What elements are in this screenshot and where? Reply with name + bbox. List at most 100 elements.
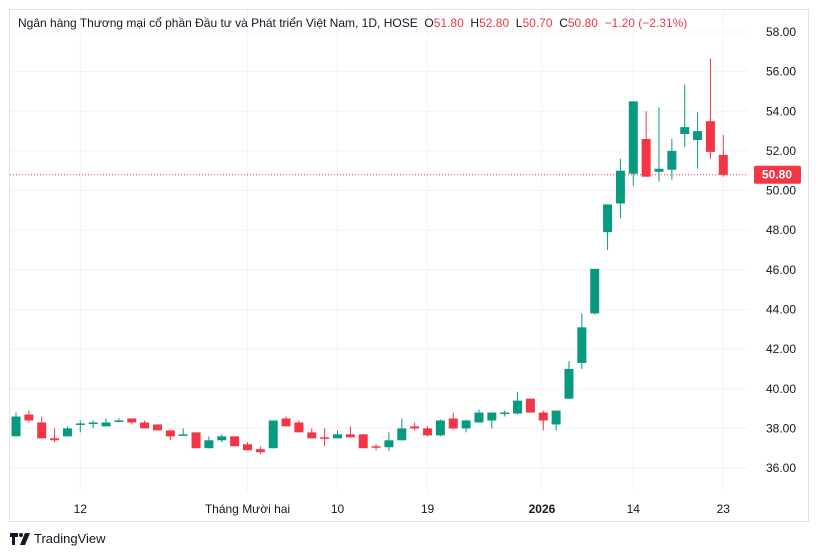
candle-body: [397, 428, 407, 441]
last-price-badge: [754, 165, 801, 184]
candle-up: [333, 430, 342, 439]
candle-down: [538, 410, 548, 431]
candle-down: [423, 426, 433, 437]
candle-body: [577, 327, 587, 363]
time-axis: 12 Tháng Mười hai 10 19 2026 14 23: [74, 502, 731, 516]
price-tick-label: 58.00: [766, 25, 796, 39]
candle-down: [242, 442, 252, 451]
candle-up: [461, 419, 471, 433]
close-label: C: [559, 16, 568, 30]
time-tick-label: Tháng Mười hai: [205, 502, 290, 516]
candle-body: [680, 127, 690, 135]
candle-body: [654, 168, 664, 172]
candle-body: [88, 422, 98, 424]
candle-body: [628, 101, 638, 174]
candle-down: [37, 416, 47, 439]
chart-frame[interactable]: 36.00 38.00 40.00 42.00 44.00 46.00 48.00 50.00…: [9, 9, 809, 522]
candle-up: [667, 139, 677, 180]
candle-body: [564, 368, 574, 399]
candle-up: [88, 420, 98, 429]
candle-body: [423, 428, 433, 436]
candle-body: [590, 268, 600, 314]
candle-body: [371, 446, 381, 448]
candle-down: [345, 426, 355, 438]
candle-up: [615, 158, 625, 219]
candle-body: [474, 412, 484, 423]
grid: [10, 10, 748, 491]
candle-body: [525, 398, 535, 413]
time-tick-label: 2026: [529, 502, 556, 516]
candle-up: [75, 420, 85, 433]
candle-up: [397, 418, 407, 441]
candle-up: [551, 410, 561, 431]
candle-body: [140, 422, 150, 429]
candle-body: [11, 416, 21, 437]
candle-up: [680, 84, 690, 147]
symbol-title: Ngân hàng Thương mại cổ phần Đầu tư và P…: [18, 16, 418, 30]
candle-up: [513, 391, 523, 415]
candle-up: [628, 101, 638, 186]
candle-down: [230, 436, 240, 447]
tradingview-logo[interactable]: TradingView: [10, 531, 106, 546]
candle-up: [487, 412, 497, 429]
candle-body: [551, 410, 561, 425]
candle-down: [320, 428, 330, 447]
candle-body: [358, 434, 368, 449]
price-tick-label: 40.00: [766, 382, 796, 396]
price-tick-label: 38.00: [766, 421, 796, 435]
candle-body: [333, 434, 342, 439]
symbol-legend: Ngân hàng Thương mại cổ phần Đầu tư và P…: [18, 16, 687, 30]
high-label: H: [470, 16, 480, 30]
candle-down: [255, 446, 265, 455]
price-tick-label: 44.00: [766, 302, 796, 316]
candle-down: [24, 410, 34, 423]
candle-up: [590, 268, 600, 315]
candle-up: [114, 418, 124, 423]
candle-body: [641, 139, 651, 177]
candle-body: [461, 420, 471, 429]
candle-body: [127, 418, 137, 423]
candle-down: [705, 58, 715, 159]
candle-down: [448, 412, 458, 430]
candle-down: [307, 428, 317, 439]
price-axis: 36.00 38.00 40.00 42.00 44.00 46.00 48.00 50.00…: [754, 25, 801, 475]
candle-up: [384, 432, 394, 452]
candle-body: [242, 444, 252, 451]
candle-up: [217, 434, 227, 443]
time-tick-label: 12: [74, 502, 88, 516]
high-value: 52.80: [479, 16, 510, 30]
candle-up: [178, 428, 188, 436]
candle-up: [564, 361, 574, 399]
candle-body: [268, 420, 278, 449]
candles: [11, 58, 728, 455]
candle-body: [281, 418, 291, 427]
candle-body: [75, 423, 85, 425]
time-tick-label: 14: [627, 502, 641, 516]
open-value: 51.80: [433, 16, 464, 30]
candle-body: [487, 412, 497, 421]
candle-body: [705, 121, 715, 152]
candle-up: [435, 419, 445, 437]
candle-up: [101, 418, 111, 427]
candle-body: [62, 428, 72, 437]
tradingview-logo-icon: [10, 532, 30, 545]
candle-down: [358, 434, 368, 449]
candle-body: [667, 150, 677, 170]
candle-body: [500, 412, 510, 415]
candle-up: [11, 412, 21, 437]
candle-body: [307, 432, 317, 439]
candle-body: [718, 154, 728, 175]
candle-down: [165, 430, 175, 441]
candle-body: [255, 449, 265, 453]
candle-body: [603, 204, 613, 233]
candle-up: [577, 313, 587, 369]
candle-down: [525, 398, 535, 413]
candlestick-chart[interactable]: 36.00 38.00 40.00 42.00 44.00 46.00 48.00 50.00…: [10, 10, 808, 521]
time-tick-label: 10: [331, 502, 345, 516]
candle-body: [101, 422, 111, 427]
time-tick-label: 23: [717, 502, 731, 516]
candle-body: [448, 418, 458, 429]
candle-body: [294, 422, 304, 433]
low-value: 50.70: [522, 16, 553, 30]
time-tick-label: 19: [421, 502, 435, 516]
